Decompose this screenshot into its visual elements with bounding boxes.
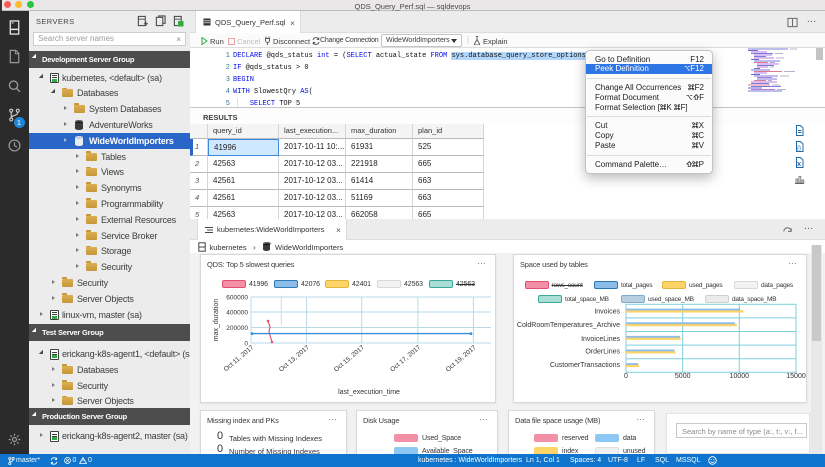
svg-text:10000: 10000 — [730, 373, 750, 380]
svg-text:15000: 15000 — [786, 373, 806, 380]
svg-text:Invoices: Invoices — [594, 309, 620, 316]
svg-text:CustomerTransactions: CustomerTransactions — [550, 362, 621, 369]
svg-text:Oct 15, 2017: Oct 15, 2017 — [333, 344, 366, 374]
svg-text:ColdRoomTemperatures_Archive: ColdRoomTemperatures_Archive — [517, 322, 620, 329]
svg-text:200000: 200000 — [226, 325, 248, 332]
svg-text:{}: {} — [797, 146, 801, 152]
svg-text:0: 0 — [244, 341, 248, 348]
svg-text:OrderLines: OrderLines — [585, 349, 620, 356]
svg-text:5000: 5000 — [675, 373, 691, 380]
svg-text:Oct 13, 2017: Oct 13, 2017 — [278, 344, 311, 374]
svg-text:400000: 400000 — [226, 310, 248, 317]
svg-text:InvoiceLines: InvoiceLines — [581, 336, 620, 343]
svg-text:last_execution_time: last_execution_time — [338, 389, 400, 396]
svg-text:0: 0 — [624, 373, 628, 380]
svg-text:Oct 11, 2017: Oct 11, 2017 — [223, 344, 256, 373]
svg-text:Oct 19, 2017: Oct 19, 2017 — [445, 344, 478, 374]
svg-text:max_duration: max_duration — [213, 299, 220, 342]
svg-text:Oct 17, 2017: Oct 17, 2017 — [389, 344, 422, 374]
svg-text:600000: 600000 — [226, 295, 248, 302]
